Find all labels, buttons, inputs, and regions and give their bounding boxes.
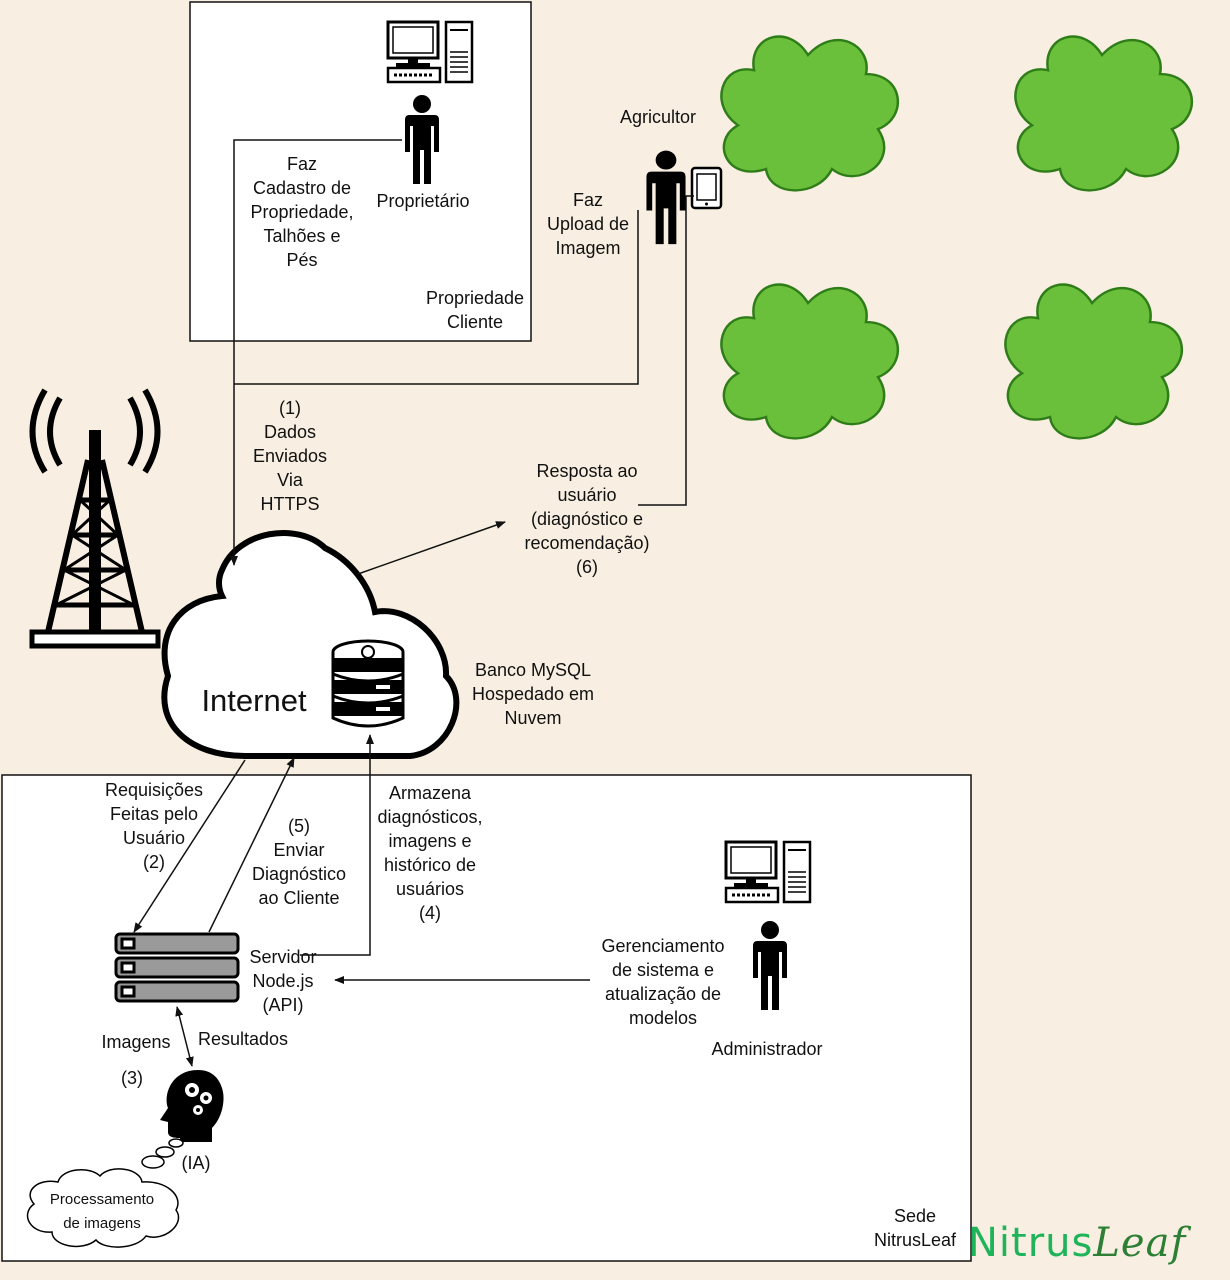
arrow-ai bbox=[175, 1006, 194, 1067]
tree-icon bbox=[720, 35, 900, 192]
ai-head-icon bbox=[160, 1070, 224, 1142]
nitrusleaf-logo: NitrusLeaf bbox=[968, 1218, 1186, 1268]
admin-label: Administrador bbox=[711, 1039, 823, 1059]
database-label: Banco MySQL Hospedado em Nuvem bbox=[471, 660, 595, 728]
step4-label: Armazena diagnósticos, imagens e históri… bbox=[377, 783, 483, 923]
arrow-response bbox=[357, 521, 506, 575]
logo-text-nitrus: Nitrus bbox=[968, 1220, 1094, 1266]
results-label: Resultados bbox=[197, 1029, 289, 1049]
owner-connector bbox=[233, 139, 402, 384]
internet-label: Internet bbox=[201, 683, 307, 718]
owner-label: Proprietário bbox=[376, 191, 470, 211]
property-box bbox=[189, 1, 532, 342]
database-icon bbox=[331, 639, 405, 728]
images-label: Imagens bbox=[101, 1032, 171, 1052]
server-icon bbox=[114, 932, 240, 1003]
headquarters-label: Sede NitrusLeaf bbox=[873, 1206, 957, 1250]
response-connector bbox=[638, 195, 694, 506]
step3-label: (3) bbox=[121, 1068, 143, 1088]
owner-action-label: Faz Cadastro de Propriedade, Talhões e P… bbox=[250, 154, 354, 270]
tower-icon bbox=[29, 388, 161, 649]
computer-icon bbox=[724, 840, 812, 904]
tablet-icon bbox=[690, 166, 723, 210]
person-icon bbox=[646, 150, 686, 245]
tree-icon bbox=[1014, 35, 1194, 192]
internet-cloud bbox=[161, 530, 460, 759]
farmer-action-label: Faz Upload de Imagem bbox=[546, 190, 630, 258]
tree-icon bbox=[1004, 283, 1184, 440]
processing-label: Processamento de imagens bbox=[49, 1191, 155, 1232]
tree-icon bbox=[720, 283, 900, 440]
management-label: Gerenciamento de sistema e atualização d… bbox=[601, 936, 725, 1028]
arrow-step4 bbox=[300, 734, 374, 956]
ai-label: (IA) bbox=[181, 1153, 211, 1173]
farmer-label: Agricultor bbox=[619, 107, 697, 127]
step1-label: (1) Dados Enviados Via HTTPS bbox=[252, 398, 328, 514]
arrow-step2 bbox=[133, 759, 246, 933]
thought-bubble bbox=[26, 1138, 184, 1248]
step5-label: (5) Enviar Diagnóstico ao Cliente bbox=[251, 816, 347, 908]
farmer-connector bbox=[234, 210, 639, 385]
arrow-step5 bbox=[208, 757, 295, 933]
response-label: Resposta ao usuário (diagnóstico e recom… bbox=[524, 461, 650, 577]
computer-icon bbox=[386, 20, 474, 84]
logo-text-leaf: Leaf bbox=[1093, 1220, 1187, 1266]
server-label: Servidor Node.js (API) bbox=[249, 947, 317, 1015]
step2-label: Requisições Feitas pelo Usuário (2) bbox=[104, 780, 204, 872]
property-box-label: Propriedade Cliente bbox=[425, 288, 525, 332]
